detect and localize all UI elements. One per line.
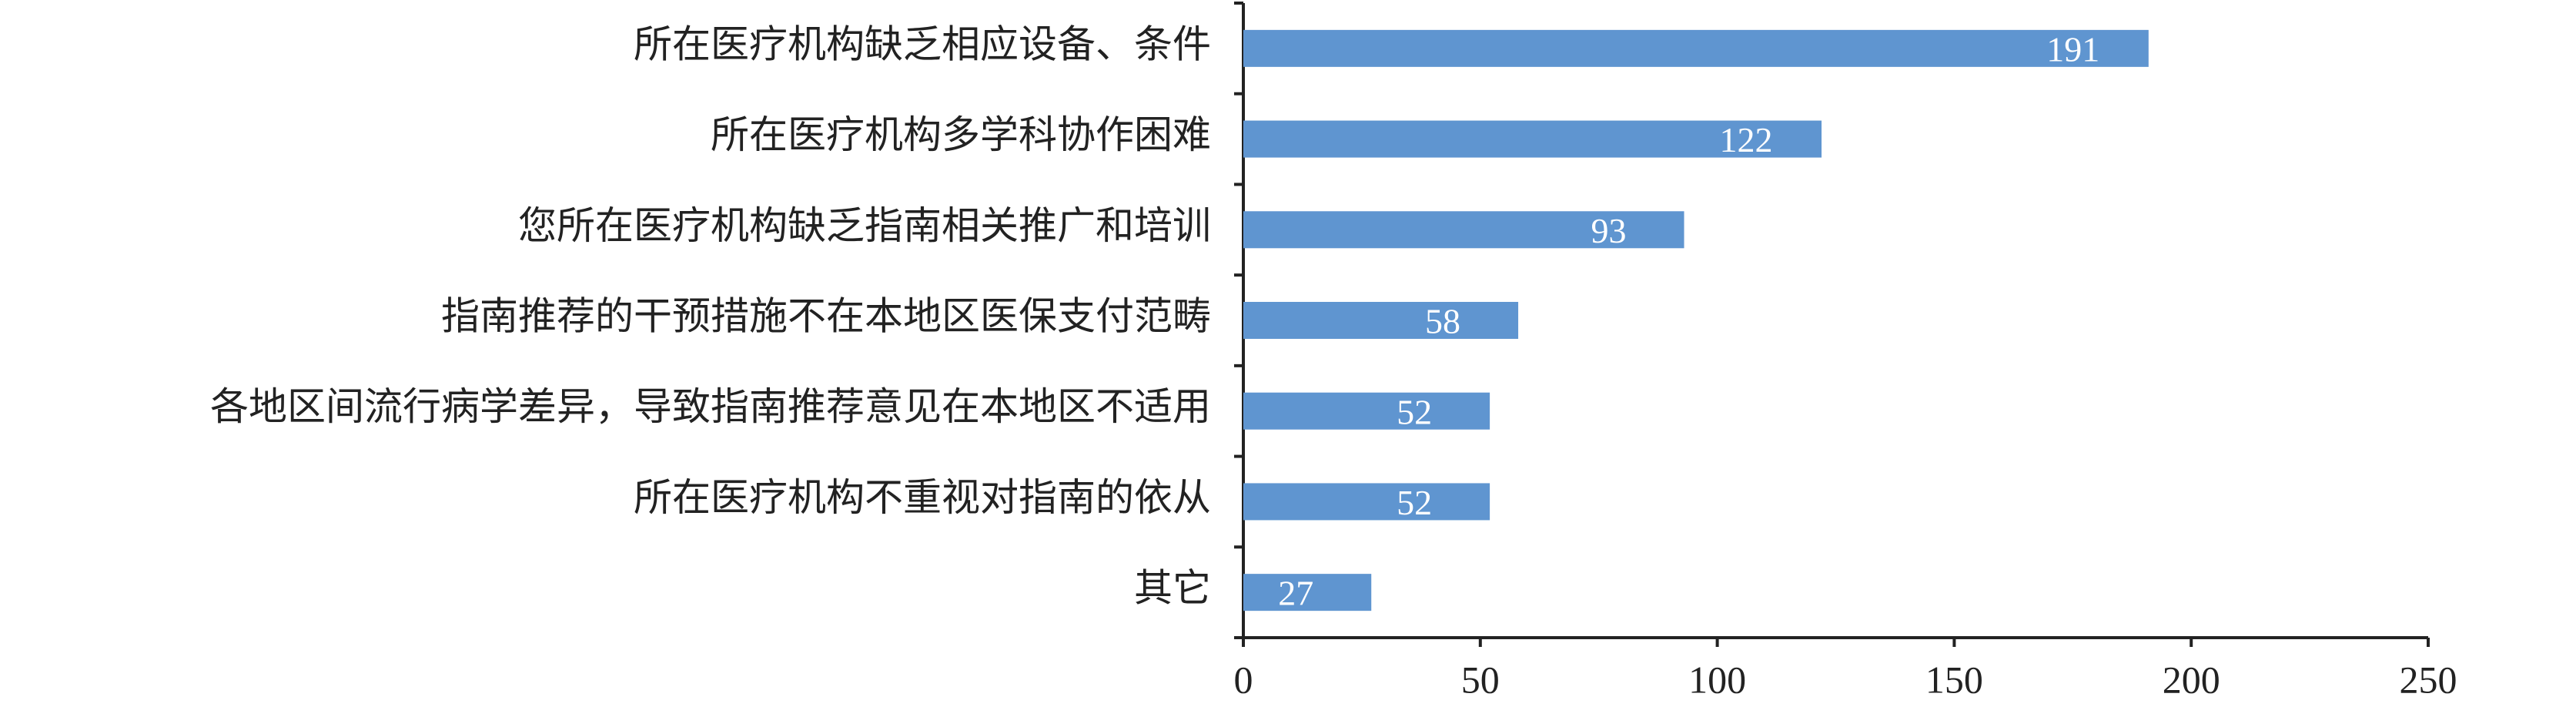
data-label: 27: [1278, 574, 1313, 613]
bar: [1243, 483, 1490, 521]
bar: [1243, 574, 1372, 611]
data-label: 191: [2046, 29, 2099, 69]
y-tick-label: 指南推荐的干预措施不在本地区医保支付范畴: [441, 294, 1211, 337]
y-tick-label: 各地区间流行病学差异，导致指南推荐意见在本地区不适用: [210, 385, 1211, 428]
x-tick-label: 100: [1688, 658, 1746, 701]
bar: [1243, 302, 1519, 339]
data-label: 122: [1720, 120, 1773, 159]
data-label: 93: [1591, 211, 1627, 250]
x-tick-label: 50: [1461, 658, 1500, 701]
x-tick-label: 0: [1234, 658, 1253, 701]
bar: [1243, 211, 1684, 249]
bar: [1243, 29, 2149, 67]
y-tick-label: 所在医疗机构不重视对指南的依从: [634, 476, 1211, 519]
data-label: 52: [1397, 483, 1432, 522]
y-tick-label: 其它: [1134, 567, 1211, 610]
data-label: 58: [1425, 302, 1460, 341]
y-tick-label: 所在医疗机构缺乏相应设备、条件: [634, 22, 1211, 65]
y-tick-label: 您所在医疗机构缺乏指南相关推广和培训: [518, 204, 1211, 247]
x-tick-label: 200: [2163, 658, 2220, 701]
data-label: 52: [1397, 392, 1432, 431]
bar: [1243, 392, 1490, 430]
y-tick-label: 所在医疗机构多学科协作困难: [711, 113, 1211, 156]
x-tick-label: 250: [2400, 658, 2457, 701]
x-tick-label: 150: [1925, 658, 1983, 701]
bar: [1243, 120, 1822, 158]
